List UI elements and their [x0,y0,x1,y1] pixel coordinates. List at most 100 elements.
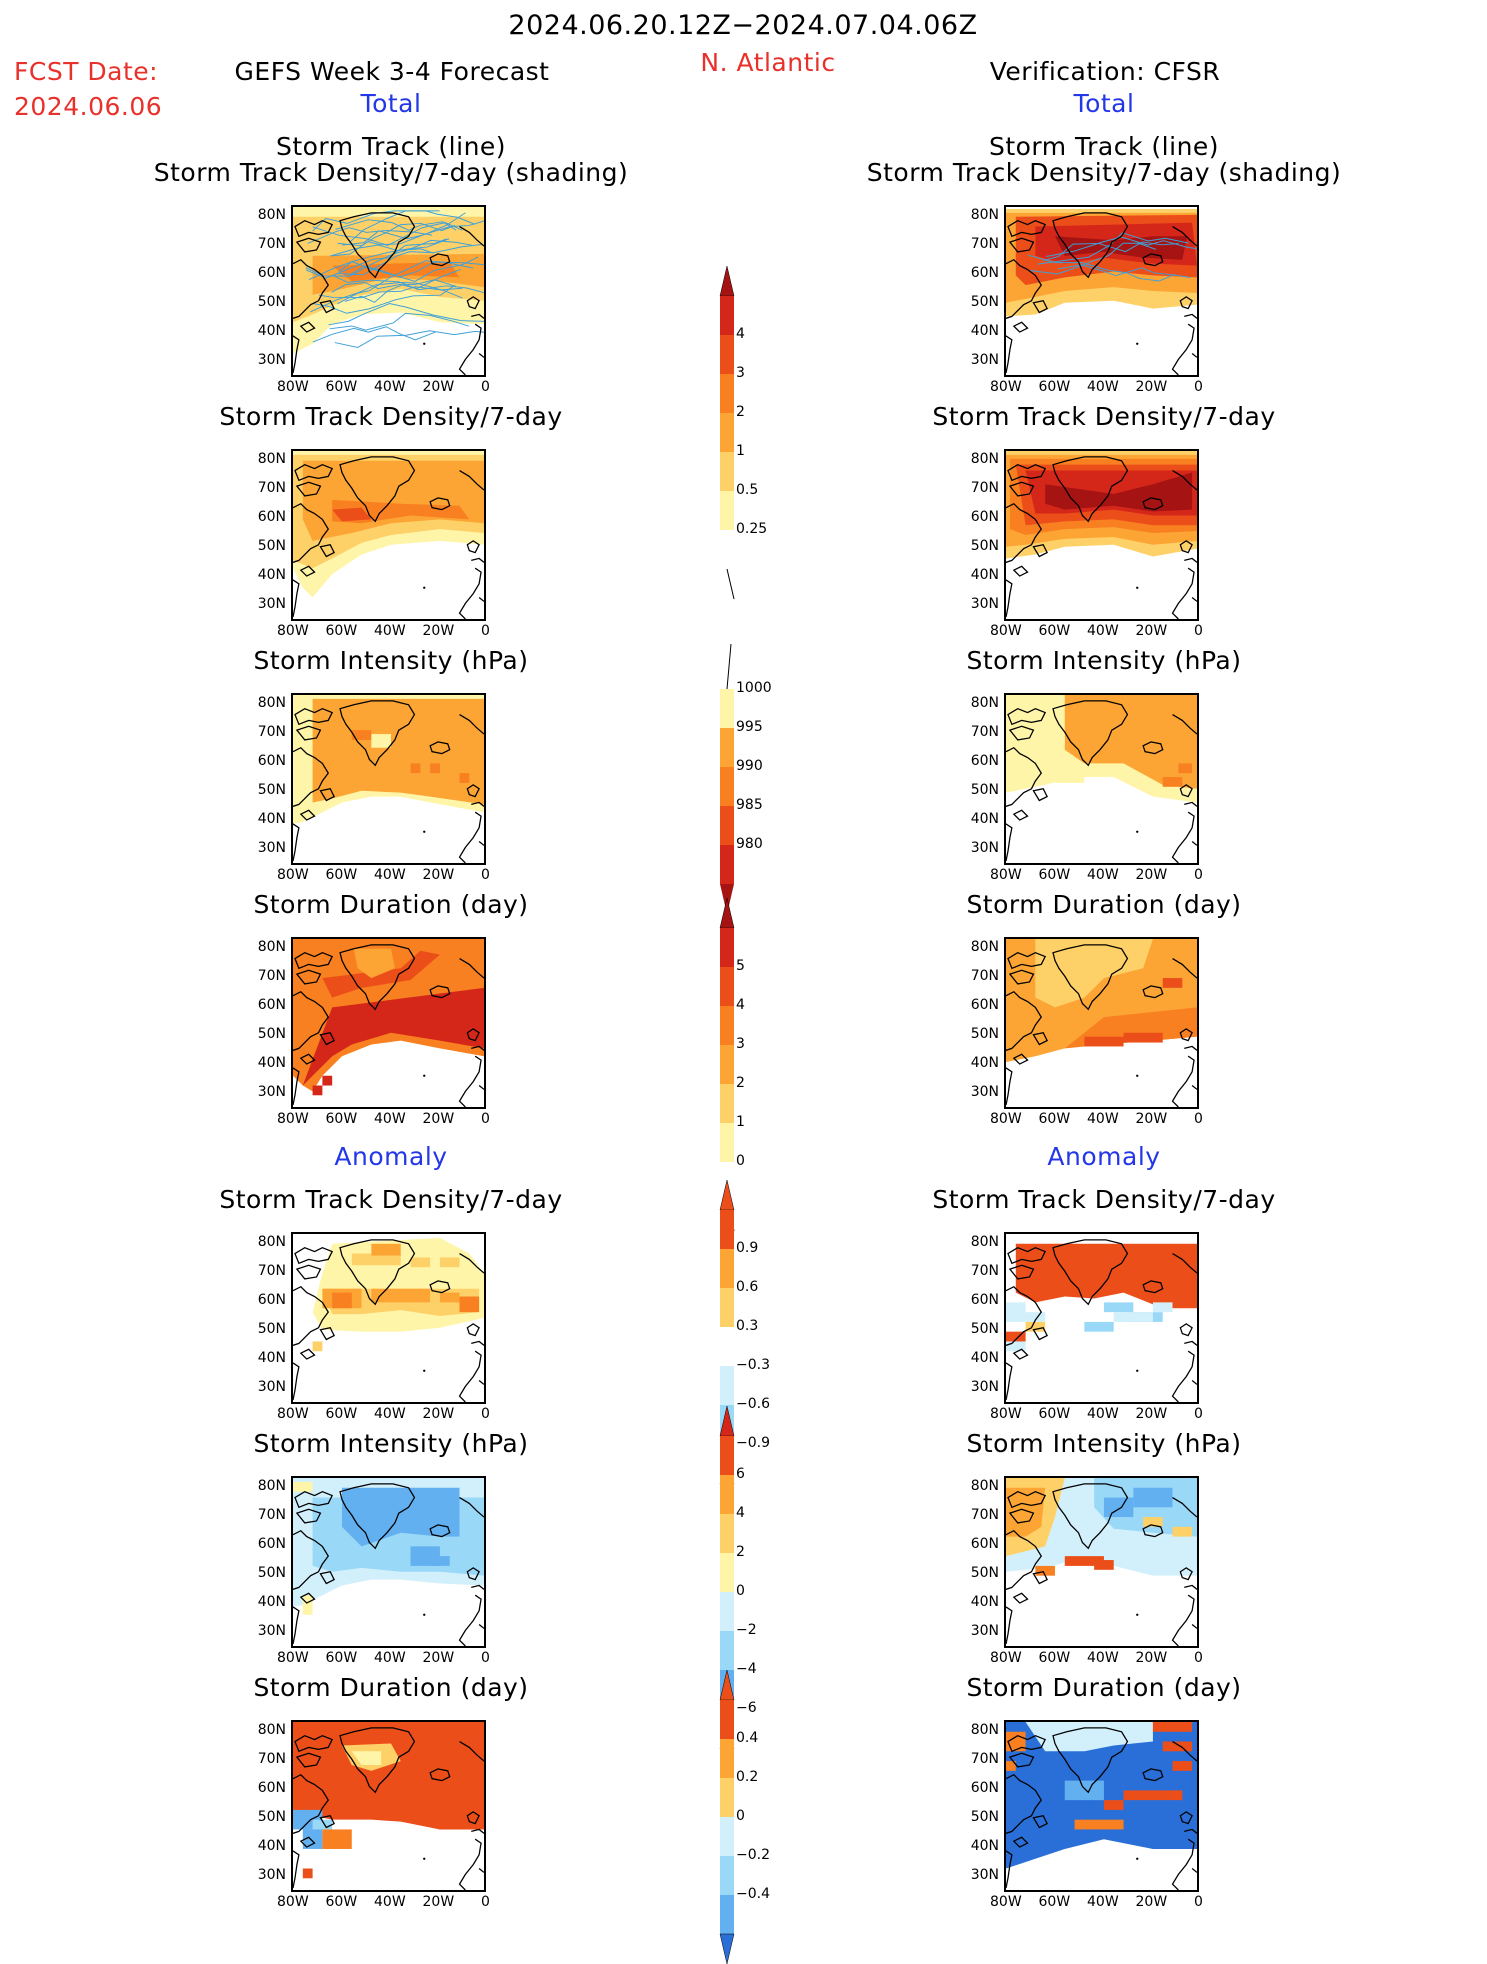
lon-label: 40W [374,867,406,883]
colorbar-swatch [720,967,734,1006]
map-r1 [1004,205,1199,377]
lat-label: 40N [257,1838,286,1854]
lat-label: 60N [257,1292,286,1308]
lat-label: 80N [257,1234,286,1250]
lat-label: 30N [257,352,286,368]
lon-label: 60W [325,867,358,883]
colorbar-label: 0.4 [736,1730,759,1746]
coastline [1006,258,1043,319]
coastline [1052,944,1129,1011]
field-cell [351,730,372,740]
coastline [1184,557,1197,563]
field-cell [439,1257,460,1268]
colorbar-label: 0.2 [736,1769,759,1785]
coastline [299,1348,316,1360]
colorbar-swatch [720,1366,734,1405]
lat-label: 70N [257,480,286,496]
lon-label: 40W [1087,1650,1119,1666]
storm-track [313,285,455,314]
colorbar-swatch [720,491,734,530]
coastline [294,1734,334,1753]
coastline [1052,1239,1129,1306]
coastline [1006,746,1043,807]
coastline [1006,1362,1013,1401]
lon-label: 0 [1194,1650,1203,1666]
coastline [295,1264,322,1280]
lat-label: 80N [257,1722,286,1738]
coastline [294,1246,334,1265]
lon-label: 80W [277,1406,309,1422]
lat-label: 60N [970,509,999,525]
lon-label: 0 [1194,1406,1203,1422]
coastline [458,1838,482,1890]
lat-label: 40N [970,1838,999,1854]
lon-label: 40W [374,623,406,639]
lon-label: 40W [374,1111,406,1127]
coastline [1006,1067,1013,1106]
title-r5: Storm Track Density/7-day [932,1185,1276,1214]
map-l4-svg [293,939,484,1107]
right-title: Verification: CFSR [989,57,1221,86]
lon-label: 20W [422,867,455,883]
coastline [299,321,316,333]
map-r2 [1004,449,1199,621]
map-l3 [291,693,486,865]
colorbar-label: 0 [736,1153,745,1169]
coastline [1012,1836,1029,1848]
storm-track [329,312,469,331]
colorbar-swatch [720,1856,734,1895]
coastline [299,1053,316,1065]
field-cell [302,1868,313,1879]
colorbar-label: 2 [736,404,745,420]
field-region [322,950,440,998]
coastline [1171,811,1195,863]
colorbar-label: −2 [736,1622,757,1638]
lon-label: 60W [1038,867,1071,883]
colorbar-density [719,265,735,600]
lon-label: 80W [990,1111,1022,1127]
coastline [295,481,322,497]
lon-label: 60W [325,1111,358,1127]
storm-track [338,256,479,282]
lon-label: 60W [325,379,358,395]
colorbar-swatch [720,1249,734,1288]
lat-label: 60N [970,997,999,1013]
colorbar-tip [719,1179,735,1211]
coastline [294,463,334,482]
colorbar-swatch [720,1739,734,1778]
field-cell [371,1288,431,1303]
lat-label: 40N [970,567,999,583]
colorbar-label: 0.25 [736,521,768,537]
title-l5: Storm Track Density/7-day [219,1185,563,1214]
lon-label: 40W [1087,1111,1119,1127]
coastline [459,1496,484,1518]
coastline [1012,1348,1029,1360]
lat-label: 60N [970,1292,999,1308]
storm-track [328,302,484,326]
lat-label: 50N [970,1565,999,1581]
lon-label: 20W [1135,1111,1168,1127]
coastline [1191,353,1197,358]
colorbar-label: 0.9 [736,1240,759,1256]
coastline [466,784,480,798]
coastline [1008,725,1035,741]
field-cell [312,1819,333,1830]
coastline [1007,219,1047,238]
field-cell [1084,1321,1114,1332]
coastline [471,1045,484,1051]
coastline [429,741,451,755]
lat-label: 40N [970,323,999,339]
coastline [299,809,316,821]
field-region [1064,695,1197,789]
coastline [1012,809,1029,821]
colorbar-swatch [720,413,734,452]
coastline [471,557,484,563]
coastline [458,811,482,863]
coastline [1191,841,1197,846]
field-cell [1103,1497,1134,1518]
map-l6-svg [293,1478,484,1646]
island-dot [423,830,426,833]
lat-label: 50N [970,1321,999,1337]
storm-track [305,238,450,277]
storm-track [333,275,484,294]
